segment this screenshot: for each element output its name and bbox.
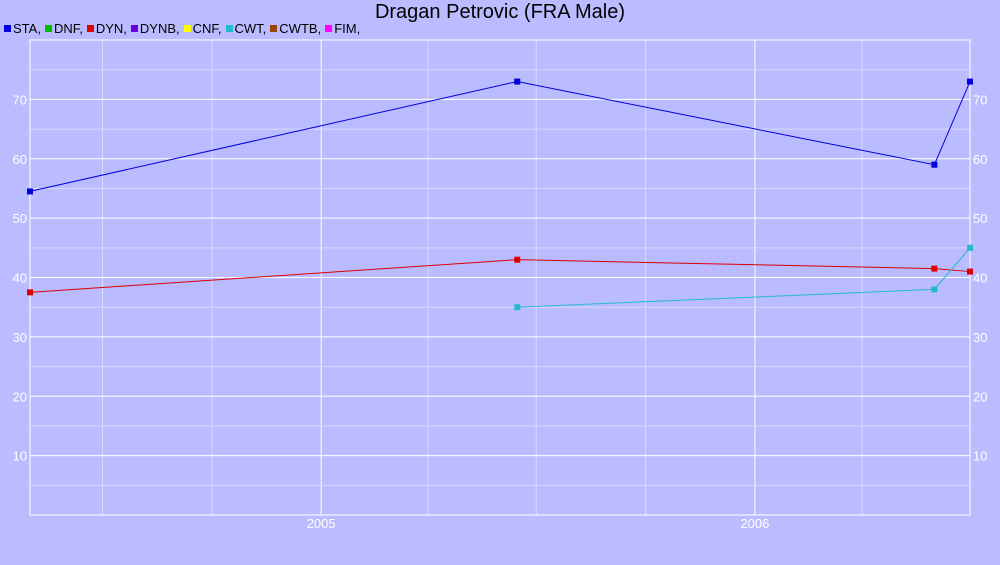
data-point-sta [514, 78, 521, 85]
y-tick-label-left: 50 [13, 211, 27, 226]
y-tick-label-right: 70 [973, 92, 987, 107]
data-point-cwt [931, 286, 938, 293]
data-point-dyn [931, 265, 938, 272]
y-tick-label-right: 50 [973, 211, 987, 226]
data-point-sta [931, 161, 938, 168]
legend-swatch [325, 25, 333, 32]
legend-item: FIM, [325, 21, 360, 36]
legend-swatch [86, 25, 94, 32]
legend-label: FIM, [334, 21, 361, 36]
legend-item: CWTB, [270, 21, 321, 36]
legend-swatch [44, 25, 52, 32]
legend-item: DNF, [44, 21, 83, 36]
legend-swatch [183, 25, 191, 32]
x-tick-label: 2006 [740, 516, 769, 531]
legend: STA, DNF, DYN, DYNB, CNF, CWT, CWTB, FIM, [4, 21, 364, 36]
legend-label: CWTB, [279, 21, 322, 36]
chart-title: Dragan Petrovic (FRA Male) [374, 1, 626, 23]
legend-label: CWT, [234, 21, 267, 36]
y-tick-label-left: 20 [13, 389, 27, 404]
legend-swatch [225, 25, 233, 32]
data-point-dyn [514, 256, 521, 263]
legend-label: STA, [13, 21, 41, 36]
x-tick-label: 2005 [307, 516, 336, 531]
y-tick-label-right: 10 [973, 449, 987, 464]
legend-item: CNF, [183, 21, 222, 36]
data-point-dyn [27, 289, 33, 296]
y-tick-label-right: 40 [973, 271, 987, 286]
data-point-sta [967, 78, 973, 85]
y-tick-label-left: 60 [13, 152, 27, 167]
legend-label: CNF, [192, 21, 222, 36]
legend-swatch [4, 25, 11, 32]
legend-swatch [130, 25, 138, 32]
series-line-dyn [29, 259, 971, 293]
legend-label: DNF, [53, 21, 83, 36]
legend-item: DYN, [86, 21, 127, 36]
data-point-cwt [514, 304, 521, 311]
legend-item: CWT, [225, 21, 267, 36]
data-point-dyn [967, 268, 973, 275]
legend-item: DYNB, [130, 21, 180, 36]
y-tick-label-left: 40 [13, 271, 27, 286]
y-tick-label-right: 60 [973, 152, 987, 167]
plot-border [29, 39, 971, 516]
y-tick-label-left: 10 [13, 449, 27, 464]
data-point-sta [27, 188, 33, 195]
y-tick-label-left: 30 [13, 330, 27, 345]
legend-label: DYNB, [139, 21, 180, 36]
y-tick-label-left: 70 [13, 92, 27, 107]
legend-swatch [270, 25, 278, 32]
series-line-sta [29, 81, 971, 192]
data-point-cwt [967, 244, 973, 251]
legend-label: DYN, [95, 21, 127, 36]
y-tick-label-right: 20 [973, 389, 987, 404]
y-tick-label-right: 30 [973, 330, 987, 345]
legend-item: STA, [4, 21, 41, 36]
